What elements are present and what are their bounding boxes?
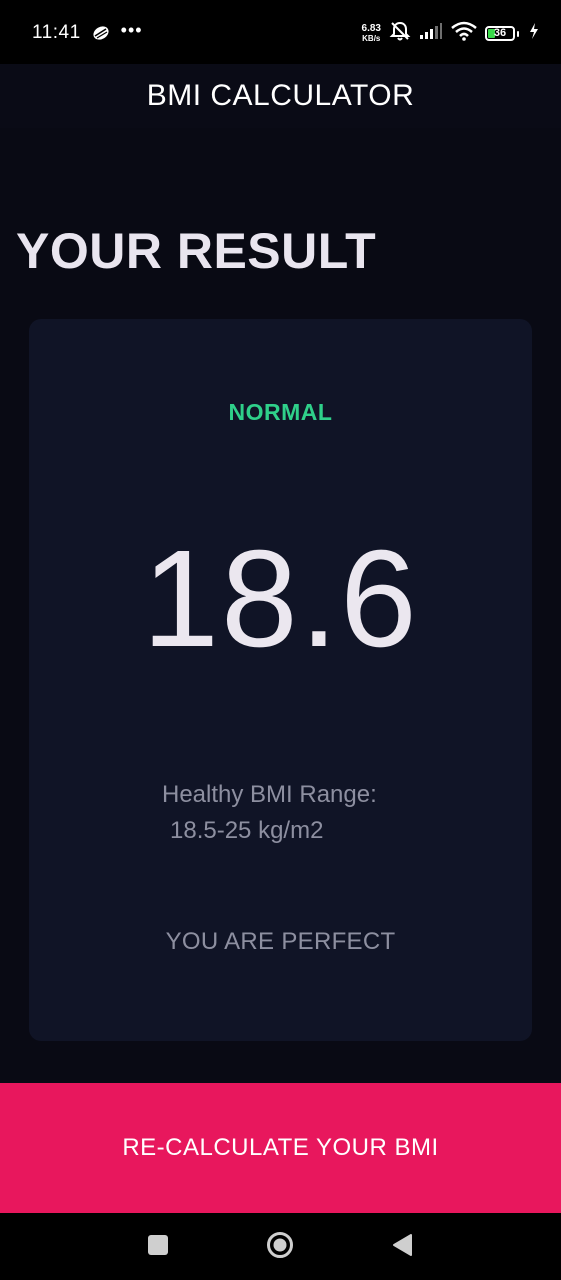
healthy-range: Healthy BMI Range: 18.5-25 kg/m2 [162, 777, 377, 849]
network-speed: 6.83 KB/s [362, 24, 381, 44]
app-bar: BMI CALCULATOR [0, 64, 561, 128]
healthy-range-label: Healthy BMI Range: [162, 777, 377, 813]
recalculate-button-label: RE-CALCULATE YOUR BMI [122, 1134, 438, 1162]
result-card: NORMAL 18.6 Healthy BMI Range: 18.5-25 k… [29, 319, 532, 1041]
bmi-category: NORMAL [29, 399, 532, 426]
bmi-message: YOU ARE PERFECT [29, 928, 532, 956]
more-notifications-icon: ••• [121, 20, 143, 41]
back-icon [391, 1233, 413, 1262]
network-speed-value: 6.83 [362, 24, 381, 34]
status-bar: 11:41 ••• 6.83 KB/s [0, 0, 561, 64]
wifi-icon [451, 21, 477, 46]
home-button[interactable] [266, 1233, 294, 1261]
charging-icon [529, 23, 539, 44]
battery-nub [517, 31, 519, 37]
recents-button[interactable] [144, 1233, 172, 1261]
mute-icon [389, 20, 411, 47]
app-notification-icon [91, 25, 111, 41]
network-speed-unit: KB/s [362, 34, 380, 44]
page-title: YOUR RESULT [16, 222, 376, 280]
battery-body: 36 [485, 26, 515, 41]
battery-icon: 36 [485, 26, 519, 41]
status-right: 6.83 KB/s [362, 20, 539, 47]
status-left: 11:41 ••• [32, 22, 143, 44]
status-time: 11:41 [32, 22, 81, 44]
healthy-range-value: 18.5-25 kg/m2 [162, 813, 377, 849]
recents-icon [147, 1234, 169, 1261]
recalculate-button[interactable]: RE-CALCULATE YOUR BMI [0, 1083, 561, 1213]
signal-icon [419, 22, 443, 45]
home-icon [266, 1231, 294, 1264]
back-button[interactable] [388, 1233, 416, 1261]
battery-level: 36 [487, 28, 513, 39]
bmi-value: 18.6 [29, 519, 532, 679]
app-title: BMI CALCULATOR [147, 79, 415, 113]
system-nav-bar [0, 1213, 561, 1280]
